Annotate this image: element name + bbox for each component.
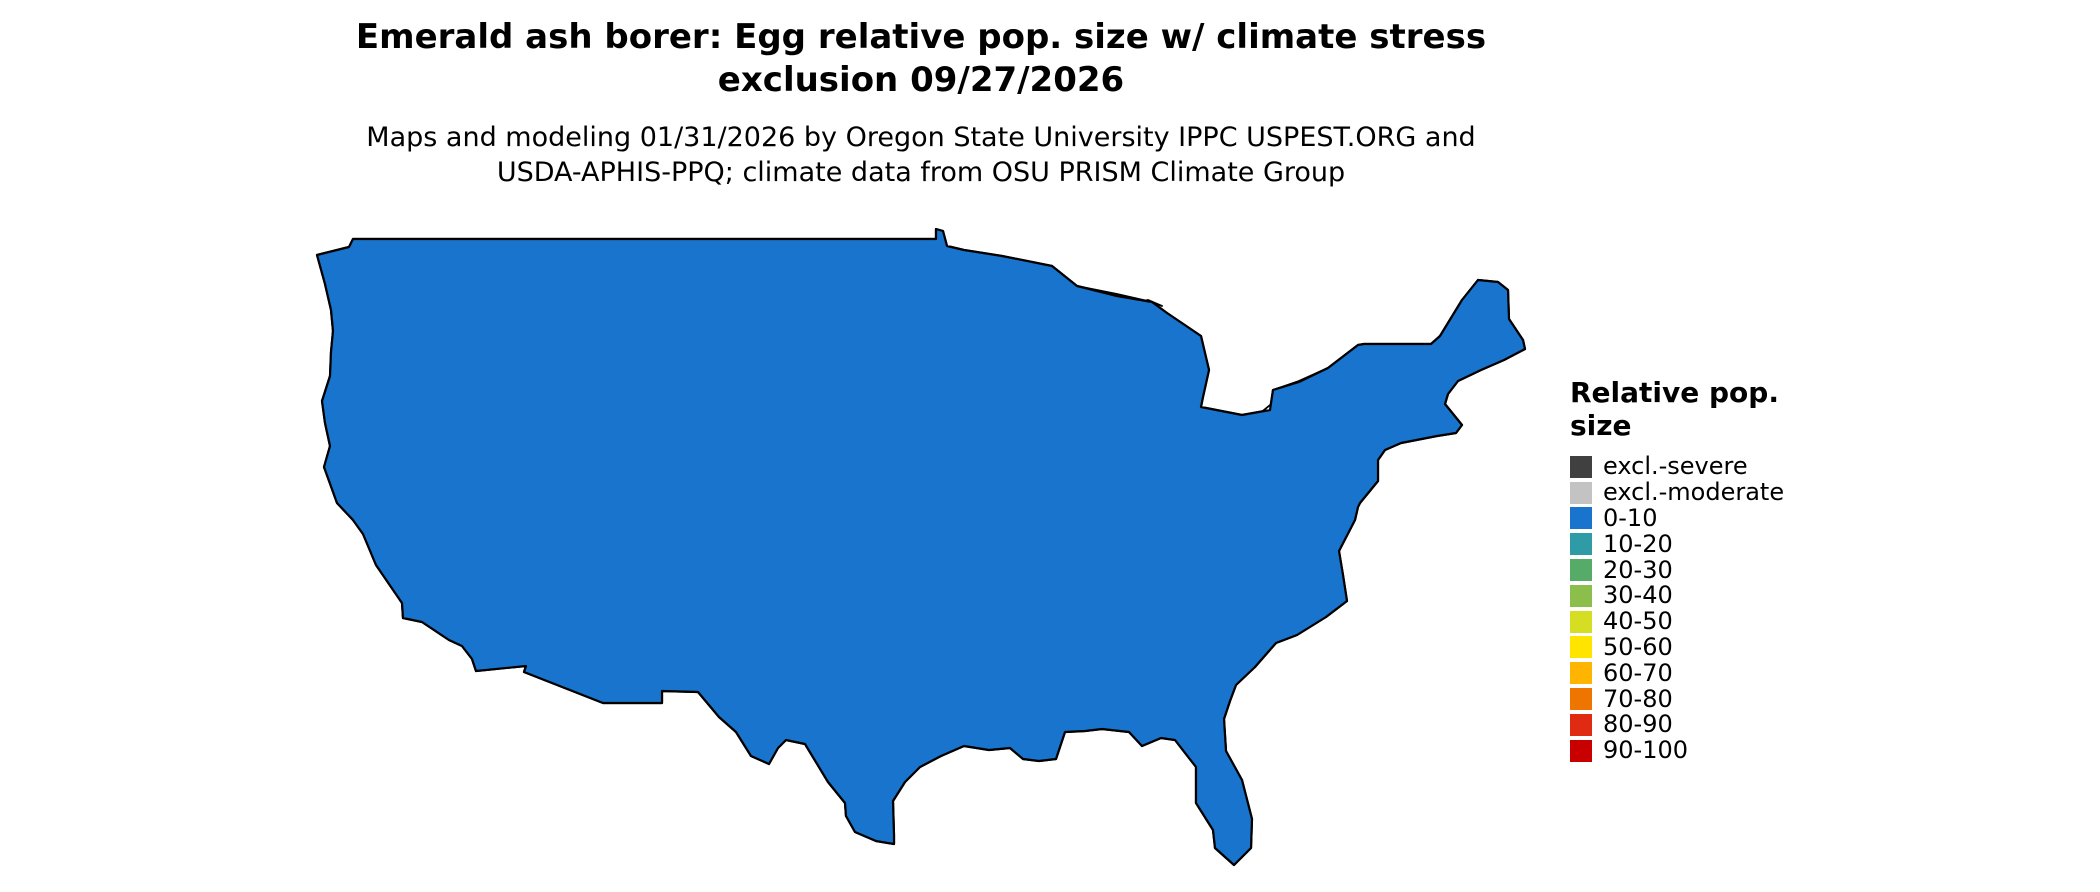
page-title-line1: Emerald ash borer: Egg relative pop. siz…	[355, 17, 1487, 57]
legend-item: 50-60	[1570, 632, 1830, 661]
legend-item: 30-40	[1570, 583, 1830, 609]
legend-item: 0-10	[1570, 503, 1830, 532]
legend-swatch	[1570, 662, 1592, 685]
legend-item: 80-90	[1570, 712, 1830, 738]
national-outline	[315, 227, 1527, 867]
page-subtitle-line2: USDA-APHIS-PPQ; climate data from OSU PR…	[496, 157, 1346, 188]
legend-item-label: excl.-severe	[1603, 452, 1748, 481]
legend-item-label: excl.-moderate	[1603, 478, 1785, 507]
legend-swatch	[1570, 636, 1592, 659]
legend-item: 10-20	[1570, 531, 1830, 557]
legend-item-label: 50-60	[1603, 632, 1673, 661]
page-subtitle-line1: Maps and modeling 01/31/2026 by Oregon S…	[366, 122, 1476, 153]
legend-item-label: 40-50	[1603, 607, 1673, 636]
legend-swatch	[1570, 739, 1592, 762]
legend-swatch	[1570, 481, 1592, 504]
legend-item: excl.-moderate	[1570, 480, 1830, 506]
legend-item-label: 20-30	[1603, 555, 1673, 584]
legend-item: 90-100	[1570, 738, 1830, 764]
legend-swatch	[1570, 533, 1592, 556]
page-subtitle: Maps and modeling 01/31/2026 by Oregon S…	[0, 120, 1842, 190]
legend-item-label: 10-20	[1603, 529, 1673, 558]
legend-item-label: 80-90	[1603, 710, 1673, 739]
legend-swatch	[1570, 455, 1592, 478]
page-title: Emerald ash borer: Egg relative pop. siz…	[0, 16, 1842, 102]
legend-swatch	[1570, 507, 1592, 530]
map-legend: Relative pop. size excl.-severe excl.-mod…	[1570, 376, 1830, 764]
us-map	[311, 224, 1527, 884]
legend-item-label: 30-40	[1603, 581, 1673, 610]
legend-item-label: 60-70	[1603, 658, 1673, 687]
legend-swatch	[1570, 713, 1592, 736]
us-map-svg	[315, 227, 1527, 867]
legend-item-label: 70-80	[1603, 684, 1673, 713]
legend-item: 40-50	[1570, 609, 1830, 635]
legend-item-label: 90-100	[1603, 736, 1689, 765]
legend-swatch	[1570, 688, 1592, 711]
legend-item: excl.-severe	[1570, 454, 1830, 480]
legend-item: 70-80	[1570, 686, 1830, 712]
legend-swatch	[1570, 610, 1592, 633]
legend-swatch	[1570, 559, 1592, 582]
legend-item: 60-70	[1570, 660, 1830, 686]
legend-item-label: 0-10	[1603, 503, 1658, 532]
legend-swatch	[1570, 584, 1592, 607]
page-title-line2: exclusion 09/27/2026	[717, 60, 1125, 100]
legend-title: Relative pop. size	[1570, 376, 1779, 442]
legend-items: excl.-severe excl.-moderate 0-10 10-20 20-30…	[1570, 454, 1830, 764]
legend-item: 20-30	[1570, 557, 1830, 583]
